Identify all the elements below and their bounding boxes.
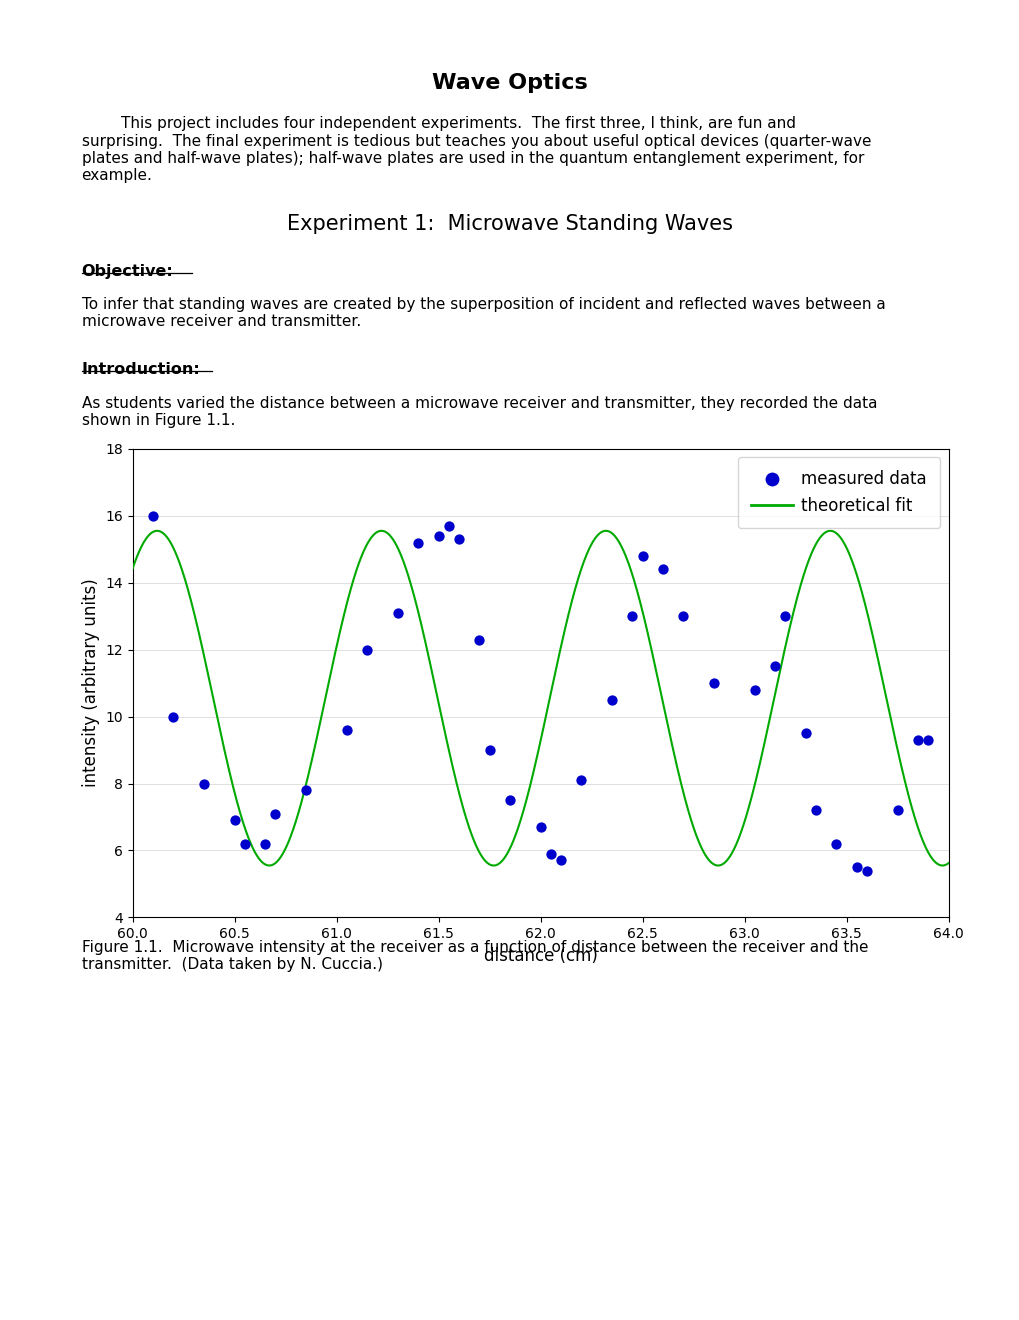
Point (196, 774, 212, 795)
Point (776, 606, 793, 627)
Point (909, 730, 925, 751)
Text: To infer that standing waves are created by the superposition of incident and re: To infer that standing waves are created… (82, 297, 884, 330)
Point (807, 800, 823, 821)
Point (501, 789, 518, 810)
Point (338, 719, 355, 741)
Point (359, 639, 375, 660)
Point (440, 515, 457, 536)
Point (257, 833, 273, 854)
Point (236, 833, 253, 854)
Point (827, 833, 844, 854)
Point (450, 528, 467, 549)
Point (858, 861, 874, 882)
Point (542, 843, 558, 865)
Text: Objective:: Objective: (82, 264, 173, 279)
Point (705, 673, 721, 694)
Point (675, 606, 691, 627)
Legend: measured data, theoretical fit: measured data, theoretical fit (738, 457, 940, 528)
Point (797, 723, 813, 744)
Point (298, 780, 314, 801)
Point (919, 730, 935, 751)
Text: Introduction:: Introduction: (82, 362, 200, 376)
Point (430, 525, 446, 546)
Point (552, 850, 569, 871)
Point (634, 545, 650, 566)
Point (145, 506, 161, 527)
Point (624, 606, 640, 627)
Point (389, 602, 406, 623)
Point (603, 689, 620, 710)
Point (746, 680, 762, 701)
Point (226, 809, 243, 830)
Text: Experiment 1:  Microwave Standing Waves: Experiment 1: Microwave Standing Waves (286, 214, 733, 234)
Text: Figure 1.1.  Microwave intensity at the receiver as a function of distance betwe: Figure 1.1. Microwave intensity at the r… (82, 940, 867, 973)
Point (481, 739, 497, 760)
Text: As students varied the distance between a microwave receiver and transmitter, th: As students varied the distance between … (82, 396, 876, 429)
X-axis label: distance (cm): distance (cm) (483, 946, 597, 965)
Text: This project includes four independent experiments.  The first three, I think, a: This project includes four independent e… (82, 116, 870, 183)
Point (889, 800, 905, 821)
Point (766, 656, 783, 677)
Y-axis label: intensity (arbitrary units): intensity (arbitrary units) (82, 578, 100, 788)
Point (410, 532, 426, 553)
Point (573, 770, 589, 791)
Point (165, 706, 181, 727)
Point (848, 857, 864, 878)
Point (471, 630, 487, 651)
Point (532, 817, 548, 838)
Point (267, 803, 283, 824)
Point (654, 558, 671, 579)
Text: Wave Optics: Wave Optics (432, 73, 587, 92)
